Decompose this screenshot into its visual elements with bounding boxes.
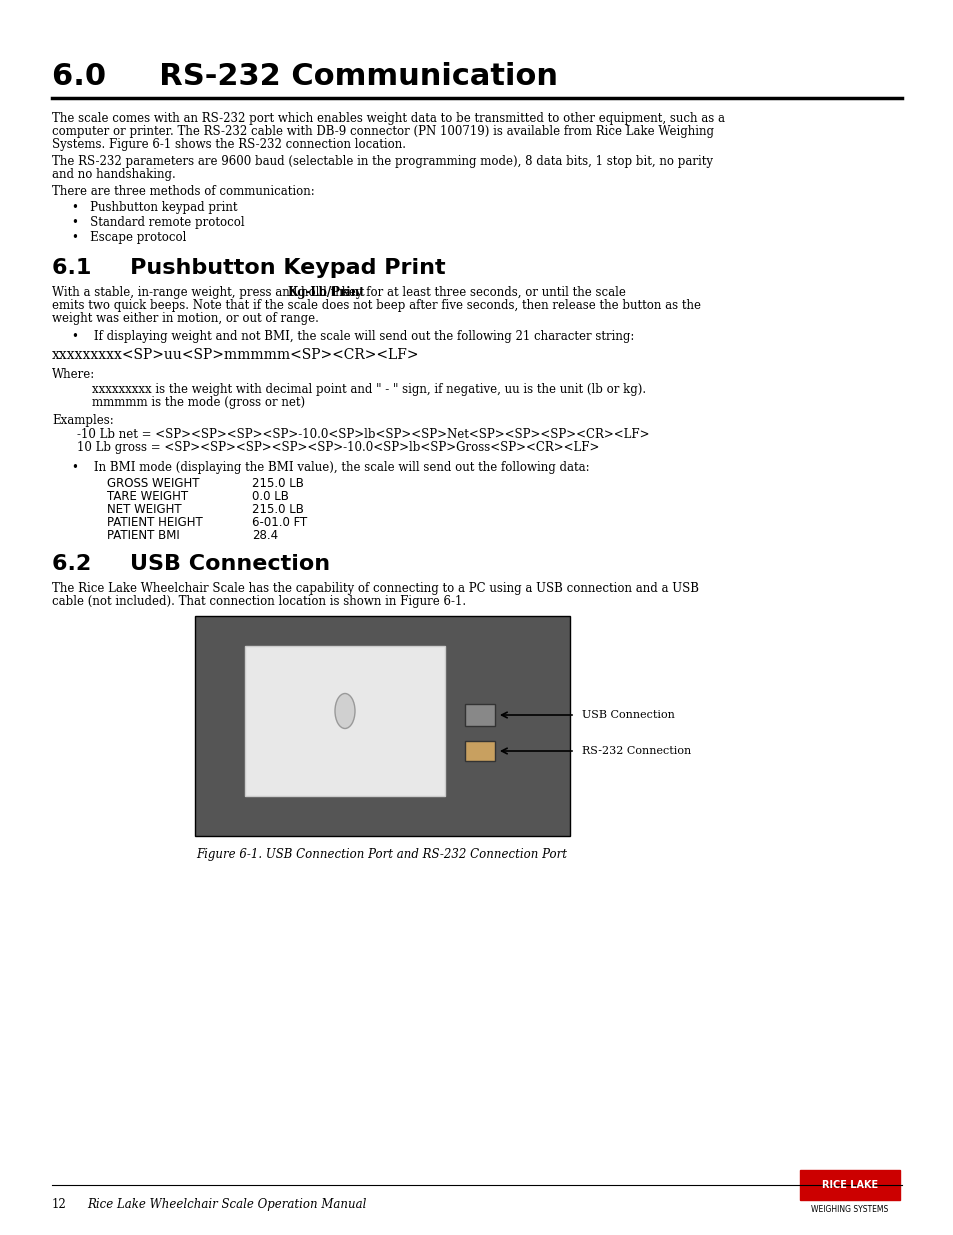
Text: With a stable, in-range weight, press and hold the: With a stable, in-range weight, press an… xyxy=(52,287,354,299)
Text: 215.0 LB: 215.0 LB xyxy=(252,503,304,516)
Text: TARE WEIGHT: TARE WEIGHT xyxy=(107,490,188,503)
Text: xxxxxxxxx<SP>uu<SP>mmmmm<SP><CR><LF>: xxxxxxxxx<SP>uu<SP>mmmmm<SP><CR><LF> xyxy=(52,348,419,362)
Text: There are three methods of communication:: There are three methods of communication… xyxy=(52,185,314,198)
Text: 6-01.0 FT: 6-01.0 FT xyxy=(252,516,307,529)
Text: •    In BMI mode (displaying the BMI value), the scale will send out the followi: • In BMI mode (displaying the BMI value)… xyxy=(71,461,589,474)
FancyBboxPatch shape xyxy=(464,704,495,726)
Text: 6.2     USB Connection: 6.2 USB Connection xyxy=(52,555,330,574)
Text: Figure 6-1. USB Connection Port and RS-232 Connection Port: Figure 6-1. USB Connection Port and RS-2… xyxy=(196,848,567,861)
Text: •   Escape protocol: • Escape protocol xyxy=(71,231,186,245)
Text: 10 Lb gross = <SP><SP><SP><SP><SP>-10.0<SP>lb<SP>Gross<SP><CR><LF>: 10 Lb gross = <SP><SP><SP><SP><SP>-10.0<… xyxy=(77,441,598,454)
Text: The Rice Lake Wheelchair Scale has the capability of connecting to a PC using a : The Rice Lake Wheelchair Scale has the c… xyxy=(52,582,699,595)
Text: Examples:: Examples: xyxy=(52,414,113,427)
Ellipse shape xyxy=(335,694,355,729)
Text: PATIENT BMI: PATIENT BMI xyxy=(107,529,179,542)
Text: computer or printer. The RS-232 cable with DB-9 connector (PN 100719) is availab: computer or printer. The RS-232 cable wi… xyxy=(52,125,713,138)
Text: The scale comes with an RS-232 port which enables weight data to be transmitted : The scale comes with an RS-232 port whic… xyxy=(52,112,724,125)
Text: •   Standard remote protocol: • Standard remote protocol xyxy=(71,216,244,228)
Text: emits two quick beeps. Note that if the scale does not beep after five seconds, : emits two quick beeps. Note that if the … xyxy=(52,299,700,312)
Text: •   Pushbutton keypad print: • Pushbutton keypad print xyxy=(71,201,237,214)
Text: 0.0 LB: 0.0 LB xyxy=(252,490,289,503)
Text: RICE LAKE: RICE LAKE xyxy=(821,1179,877,1191)
Text: PATIENT HEIGHT: PATIENT HEIGHT xyxy=(107,516,203,529)
FancyBboxPatch shape xyxy=(800,1170,899,1200)
Text: •    If displaying weight and not BMI, the scale will send out the following 21 : • If displaying weight and not BMI, the … xyxy=(71,330,634,343)
Text: 28.4: 28.4 xyxy=(252,529,278,542)
Text: GROSS WEIGHT: GROSS WEIGHT xyxy=(107,477,199,490)
FancyBboxPatch shape xyxy=(245,646,444,797)
Text: Where:: Where: xyxy=(52,368,95,382)
Text: and no handshaking.: and no handshaking. xyxy=(52,168,175,182)
Text: The RS-232 parameters are 9600 baud (selectable in the programming mode), 8 data: The RS-232 parameters are 9600 baud (sel… xyxy=(52,156,712,168)
Text: mmmmm is the mode (gross or net): mmmmm is the mode (gross or net) xyxy=(91,396,305,409)
Text: WEIGHING SYSTEMS: WEIGHING SYSTEMS xyxy=(810,1205,887,1214)
Text: key for at least three seconds, or until the scale: key for at least three seconds, or until… xyxy=(338,287,626,299)
Text: USB Connection: USB Connection xyxy=(581,710,674,720)
Text: Systems. Figure 6-1 shows the RS-232 connection location.: Systems. Figure 6-1 shows the RS-232 con… xyxy=(52,138,406,151)
Text: Kg-Lb/Print: Kg-Lb/Print xyxy=(287,287,365,299)
Text: 215.0 LB: 215.0 LB xyxy=(252,477,304,490)
Text: RS-232 Connection: RS-232 Connection xyxy=(581,746,691,756)
Text: NET WEIGHT: NET WEIGHT xyxy=(107,503,181,516)
FancyBboxPatch shape xyxy=(194,616,569,836)
FancyBboxPatch shape xyxy=(464,741,495,761)
Text: -10 Lb net = <SP><SP><SP><SP>-10.0<SP>lb<SP><SP>Net<SP><SP><SP><CR><LF>: -10 Lb net = <SP><SP><SP><SP>-10.0<SP>lb… xyxy=(77,429,649,441)
Text: Rice Lake Wheelchair Scale Operation Manual: Rice Lake Wheelchair Scale Operation Man… xyxy=(87,1198,366,1212)
Text: 6.1     Pushbutton Keypad Print: 6.1 Pushbutton Keypad Print xyxy=(52,258,445,278)
Text: cable (not included). That connection location is shown in Figure 6-1.: cable (not included). That connection lo… xyxy=(52,595,466,608)
Text: xxxxxxxxx is the weight with decimal point and " - " sign, if negative, uu is th: xxxxxxxxx is the weight with decimal poi… xyxy=(91,383,645,396)
Text: 6.0     RS-232 Communication: 6.0 RS-232 Communication xyxy=(52,62,558,91)
Text: weight was either in motion, or out of range.: weight was either in motion, or out of r… xyxy=(52,312,318,325)
Text: 12: 12 xyxy=(52,1198,67,1212)
